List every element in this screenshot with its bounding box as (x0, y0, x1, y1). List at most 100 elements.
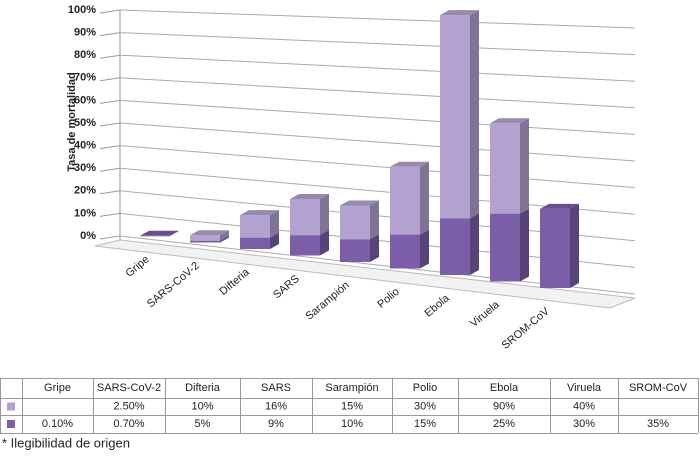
bar (490, 213, 520, 282)
table-cell: 2.50% (113, 400, 144, 412)
table-cell: 9% (268, 418, 284, 430)
tick (99, 9, 121, 14)
x-tick-label: Sarampión (303, 279, 351, 322)
bar (190, 240, 220, 243)
y-tick-label: 10% (74, 207, 96, 219)
bar (190, 235, 220, 241)
bar-top (240, 210, 279, 216)
floor (94, 239, 636, 309)
tick (99, 32, 121, 37)
bar-top (490, 118, 529, 124)
tick (99, 99, 121, 104)
tick (99, 145, 121, 150)
bar (340, 239, 370, 262)
bar-side (320, 194, 329, 236)
grid-line (119, 54, 636, 82)
bar-side (420, 161, 429, 235)
table-header: Sarampión (325, 382, 378, 394)
table-cell: 10% (341, 418, 363, 430)
tick (99, 190, 121, 195)
x-tick-label: Ebola (423, 292, 453, 320)
bar-top (140, 230, 179, 236)
table-header: Ebola (490, 382, 519, 394)
table-header: Polio (413, 382, 437, 394)
y-tick-label: 40% (74, 140, 96, 152)
tick (99, 235, 121, 240)
y-tick-label: 0% (80, 230, 96, 242)
bar (290, 235, 320, 256)
bar-top (340, 200, 379, 206)
y-axis-title: Tasa de mortalidad (66, 72, 78, 171)
x-tick-label: Gripe (123, 253, 151, 279)
table-cell: 25% (493, 418, 515, 430)
table-cell: 5% (195, 418, 211, 430)
table-header: Gripe (44, 382, 71, 394)
x-tick-label: Polio (375, 286, 401, 311)
bar-top (440, 10, 479, 16)
table-cell: 0.70% (113, 418, 144, 430)
grid-line (119, 32, 636, 56)
y-tick-label: 70% (74, 72, 96, 84)
bar (390, 234, 420, 269)
bar-top (390, 161, 429, 167)
grid-line (119, 122, 636, 162)
grid-line (119, 77, 636, 109)
table-header: Viruela (567, 382, 602, 394)
x-tick-label: Viruela (468, 298, 502, 330)
bar-top (540, 203, 579, 209)
table-cell: 90% (493, 400, 515, 412)
bar (290, 199, 320, 236)
bar (240, 215, 270, 238)
table-header: SARS-CoV-2 (97, 382, 161, 394)
bar-side (570, 203, 579, 288)
table-cell: 10% (191, 400, 213, 412)
y-tick-label: 100% (68, 4, 96, 16)
bar-side (320, 230, 329, 256)
x-tick-label: SARS (271, 273, 302, 301)
bar (340, 205, 370, 240)
bar-side (270, 232, 279, 249)
bar (490, 123, 520, 214)
table-cell: 30% (414, 400, 436, 412)
grid-line (119, 145, 636, 189)
bar-side (370, 234, 379, 262)
legend-key (7, 420, 15, 428)
bar-side (470, 213, 479, 275)
y-tick-label: 60% (74, 94, 96, 106)
y-tick-label: 50% (74, 117, 96, 129)
tick (99, 54, 121, 59)
grid-line (119, 9, 636, 29)
bar-side (170, 230, 179, 236)
bar-side (370, 200, 379, 240)
table-cell: 16% (265, 400, 287, 412)
y-tick-label: 20% (74, 185, 96, 197)
legend-key (7, 402, 15, 411)
y-tick-label: 90% (74, 27, 96, 39)
bar-side (270, 210, 279, 238)
bar-side (420, 229, 429, 269)
tick (99, 122, 121, 127)
x-tick-label: SROM-CoV (500, 305, 553, 352)
tick (99, 212, 121, 217)
bar-side (220, 235, 229, 243)
table-cell: 0.10% (42, 418, 73, 430)
table-cell: 30% (573, 418, 595, 430)
table-header: SARS (261, 382, 291, 394)
bar-side (470, 10, 479, 219)
bar (140, 235, 170, 237)
y-tick-label: 80% (74, 49, 96, 61)
bar (390, 166, 420, 235)
bar (540, 208, 570, 288)
table-cell: 35% (647, 418, 669, 430)
bar-side (520, 208, 529, 282)
tick (99, 77, 121, 82)
table-cell: 15% (414, 418, 436, 430)
tick (99, 167, 121, 172)
bar-side (520, 118, 529, 214)
bar (440, 218, 470, 275)
bar-top (290, 194, 329, 199)
footnote: * Ilegibilidad de origen (2, 435, 130, 450)
bar-top (190, 230, 229, 236)
grid-line (119, 99, 636, 135)
